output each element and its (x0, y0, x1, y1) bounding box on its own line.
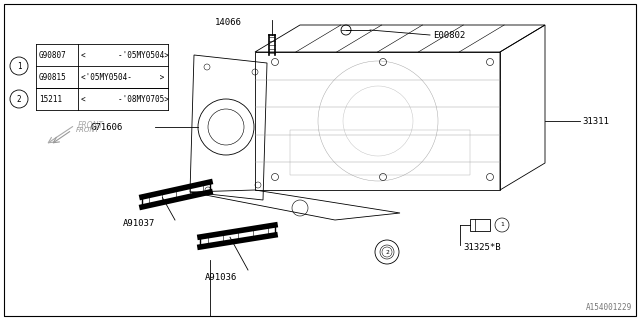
Text: 31311: 31311 (582, 116, 609, 125)
Text: A91037: A91037 (123, 220, 156, 228)
Text: 31325*B: 31325*B (463, 244, 500, 252)
Text: <'05MY0504-      >: <'05MY0504- > (81, 73, 164, 82)
Bar (470, 219, 490, 231)
Text: 2: 2 (385, 250, 389, 254)
Text: 15211: 15211 (39, 94, 62, 103)
Text: A154001229: A154001229 (586, 303, 632, 312)
Text: G90807: G90807 (39, 51, 67, 60)
Text: E00802: E00802 (433, 30, 465, 39)
Text: 14066: 14066 (215, 18, 242, 27)
Text: FRONT: FRONT (76, 127, 100, 133)
Text: <       -'08MY0705>: < -'08MY0705> (81, 94, 169, 103)
Bar (290, 130, 470, 175)
Text: A91036: A91036 (205, 273, 237, 282)
Text: 1: 1 (500, 222, 504, 228)
Text: FRONT: FRONT (78, 121, 104, 130)
Text: <       -'05MY0504>: < -'05MY0504> (81, 51, 169, 60)
Text: 2: 2 (17, 94, 21, 103)
Text: 1: 1 (17, 61, 21, 70)
Text: G71606: G71606 (90, 123, 122, 132)
Text: G90815: G90815 (39, 73, 67, 82)
